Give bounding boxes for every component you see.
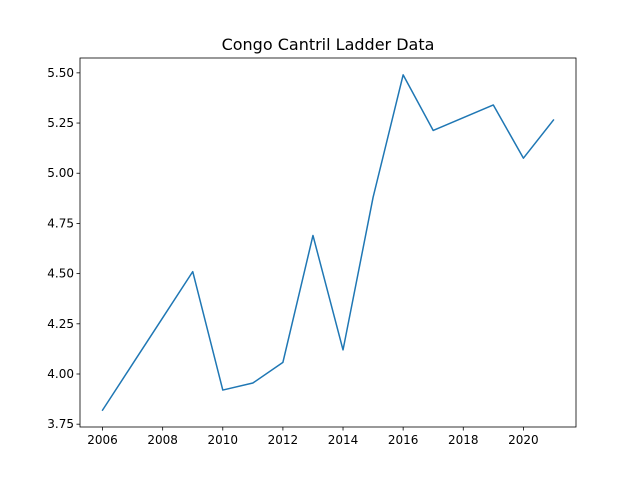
x-tick-label: 2006 — [87, 433, 118, 447]
y-tick-label: 4.25 — [47, 317, 74, 331]
x-tick-label: 2014 — [328, 433, 359, 447]
y-tick-label: 3.75 — [47, 417, 74, 431]
axes-frame — [79, 57, 577, 428]
y-tick-label: 4.00 — [47, 367, 74, 381]
y-tick-label: 5.50 — [47, 66, 74, 80]
x-tick-label: 2018 — [448, 433, 479, 447]
y-tick-label: 4.50 — [47, 267, 74, 281]
series-line-0 — [101, 74, 555, 412]
chart-title: Congo Cantril Ladder Data — [222, 35, 435, 54]
x-axis: 2006 2008 2010 2012 2014 2016 2018 2020 — [87, 427, 539, 447]
x-tick-label: 2020 — [508, 433, 539, 447]
plot-area — [79, 57, 577, 428]
y-tick-label: 4.75 — [47, 216, 74, 230]
y-axis: 3.75 4.00 4.25 4.50 4.75 5.00 5.25 5.50 — [47, 66, 80, 431]
x-tick-label: 2012 — [268, 433, 299, 447]
x-tick-label: 2016 — [388, 433, 419, 447]
x-tick-label: 2008 — [147, 433, 178, 447]
y-tick-label: 5.25 — [47, 116, 74, 130]
y-tick-label: 5.00 — [47, 166, 74, 180]
x-tick-label: 2010 — [208, 433, 239, 447]
